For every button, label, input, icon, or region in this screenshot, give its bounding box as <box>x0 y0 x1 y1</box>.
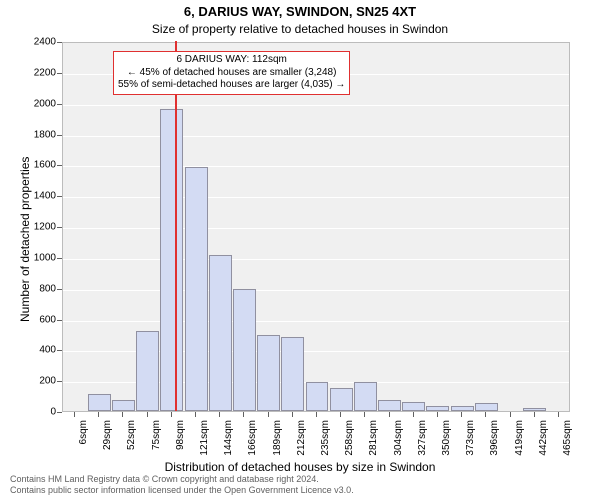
gridline <box>63 228 569 229</box>
histogram-bar <box>209 255 232 411</box>
x-tick-mark <box>485 412 486 417</box>
x-tick-mark <box>510 412 511 417</box>
property-marker-line <box>175 41 177 411</box>
gridline <box>63 321 569 322</box>
annotation-line: 6 DARIUS WAY: 112sqm <box>118 54 345 67</box>
annotation-line: 55% of semi-detached houses are larger (… <box>118 79 345 92</box>
x-tick-mark <box>534 412 535 417</box>
histogram-bar <box>330 388 353 411</box>
histogram-bar <box>378 400 401 411</box>
y-tick-label: 0 <box>6 407 56 418</box>
x-tick-mark <box>74 412 75 417</box>
x-tick-mark <box>413 412 414 417</box>
y-tick-label: 200 <box>6 376 56 387</box>
gridline <box>63 166 569 167</box>
x-tick-mark <box>243 412 244 417</box>
y-tick-mark <box>57 42 62 43</box>
gridline <box>63 197 569 198</box>
y-tick-mark <box>57 165 62 166</box>
chart-container: 6, DARIUS WAY, SWINDON, SN25 4XT Size of… <box>0 0 600 500</box>
histogram-bar <box>475 403 498 411</box>
x-tick-mark <box>268 412 269 417</box>
x-tick-mark <box>147 412 148 417</box>
histogram-bar <box>306 382 329 411</box>
x-tick-mark <box>558 412 559 417</box>
footer-line-1: Contains HM Land Registry data © Crown c… <box>10 474 590 485</box>
x-tick-mark <box>389 412 390 417</box>
annotation-box: 6 DARIUS WAY: 112sqm← 45% of detached ho… <box>113 51 350 95</box>
y-tick-mark <box>57 135 62 136</box>
x-tick-mark <box>461 412 462 417</box>
x-tick-mark <box>171 412 172 417</box>
histogram-bar <box>136 331 159 411</box>
x-tick-mark <box>98 412 99 417</box>
histogram-bar <box>112 400 135 411</box>
y-tick-label: 600 <box>6 314 56 325</box>
histogram-bar <box>451 406 474 411</box>
histogram-bar <box>233 289 256 411</box>
x-tick-mark <box>340 412 341 417</box>
y-tick-mark <box>57 350 62 351</box>
x-tick-mark <box>364 412 365 417</box>
plot-area: 6 DARIUS WAY: 112sqm← 45% of detached ho… <box>62 42 570 412</box>
y-tick-label: 1800 <box>6 129 56 140</box>
gridline <box>63 105 569 106</box>
y-tick-label: 2400 <box>6 37 56 48</box>
x-tick-mark <box>195 412 196 417</box>
y-tick-mark <box>57 381 62 382</box>
histogram-bar <box>257 335 280 411</box>
y-tick-label: 800 <box>6 283 56 294</box>
y-tick-label: 400 <box>6 345 56 356</box>
histogram-bar <box>354 382 377 411</box>
x-tick-mark <box>292 412 293 417</box>
y-tick-mark <box>57 289 62 290</box>
y-tick-label: 1200 <box>6 222 56 233</box>
footer-line-2: Contains public sector information licen… <box>10 485 590 496</box>
chart-title-sub: Size of property relative to detached ho… <box>0 22 600 36</box>
x-axis-label: Distribution of detached houses by size … <box>0 460 600 474</box>
histogram-bar <box>523 408 546 411</box>
y-tick-mark <box>57 104 62 105</box>
x-tick-mark <box>437 412 438 417</box>
x-tick-mark <box>219 412 220 417</box>
y-axis-label: Number of detached properties <box>18 157 32 322</box>
histogram-bar <box>88 394 111 411</box>
y-tick-mark <box>57 412 62 413</box>
x-tick-mark <box>316 412 317 417</box>
gridline <box>63 136 569 137</box>
y-tick-label: 2200 <box>6 67 56 78</box>
y-tick-label: 1400 <box>6 191 56 202</box>
y-tick-label: 2000 <box>6 98 56 109</box>
y-tick-label: 1600 <box>6 160 56 171</box>
histogram-bar <box>160 109 183 411</box>
y-tick-mark <box>57 320 62 321</box>
x-tick-mark <box>122 412 123 417</box>
histogram-bar <box>402 402 425 411</box>
annotation-line: ← 45% of detached houses are smaller (3,… <box>118 67 345 80</box>
histogram-bar <box>185 167 208 411</box>
y-tick-label: 1000 <box>6 252 56 263</box>
y-tick-mark <box>57 196 62 197</box>
y-tick-mark <box>57 73 62 74</box>
y-tick-mark <box>57 227 62 228</box>
footer-attribution: Contains HM Land Registry data © Crown c… <box>10 474 590 496</box>
histogram-bar <box>426 406 449 411</box>
y-tick-mark <box>57 258 62 259</box>
gridline <box>63 259 569 260</box>
histogram-bar <box>281 337 304 411</box>
gridline <box>63 290 569 291</box>
chart-title-main: 6, DARIUS WAY, SWINDON, SN25 4XT <box>0 4 600 19</box>
